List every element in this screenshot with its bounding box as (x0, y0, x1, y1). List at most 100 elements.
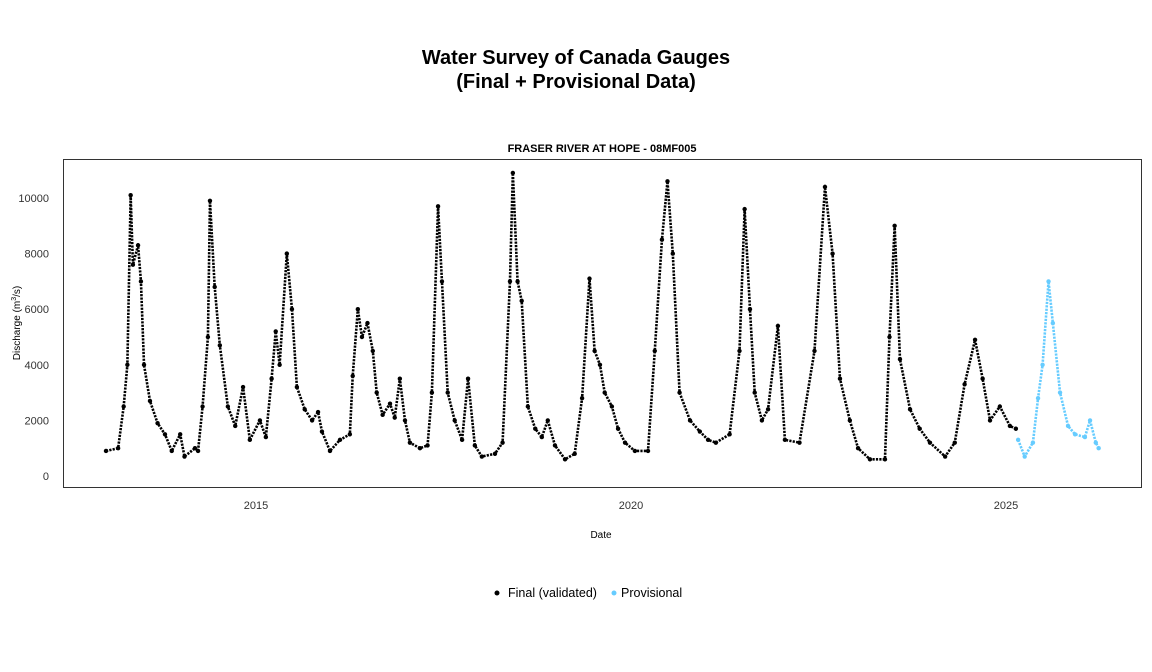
data-point (602, 390, 607, 395)
data-point (429, 390, 435, 395)
data-point (387, 401, 393, 406)
data-point (327, 448, 333, 454)
data-point (1007, 423, 1013, 429)
data-point (962, 382, 967, 387)
y-tick-label: 2000 (25, 415, 49, 427)
data-point (980, 376, 985, 381)
data-point (887, 334, 892, 340)
data-point (135, 243, 141, 248)
data-point (269, 376, 274, 381)
data-point (697, 429, 703, 434)
data-point (1065, 423, 1071, 429)
data-point (942, 454, 948, 459)
data-point (162, 432, 168, 437)
data-point (380, 412, 385, 418)
data-point (459, 437, 465, 443)
data-point (533, 426, 538, 431)
data-point (572, 451, 577, 456)
x-tick-label: 2025 (994, 500, 1018, 512)
data-point (452, 418, 457, 423)
data-point (370, 348, 376, 354)
x-tick-label: 2020 (619, 500, 643, 512)
chart-subtitle: FRASER RIVER AT HOPE - 08MF005 (508, 143, 697, 155)
data-point (677, 390, 682, 395)
data-point (927, 440, 933, 445)
data-point (597, 362, 603, 367)
legend-marker-final (494, 590, 500, 596)
data-point (752, 390, 757, 395)
data-point (545, 418, 550, 423)
data-point (1030, 440, 1036, 445)
series-trace (105, 171, 1017, 461)
data-point (797, 440, 802, 445)
data-point (207, 198, 213, 203)
data-point (822, 184, 828, 190)
data-point (359, 334, 365, 340)
data-point (812, 348, 817, 354)
data-point (609, 404, 615, 409)
data-point (759, 418, 765, 423)
data-point (407, 440, 413, 445)
data-point (350, 373, 355, 379)
data-point (492, 451, 498, 456)
data-point (402, 418, 408, 423)
data-point (315, 409, 321, 415)
data-point (1057, 390, 1063, 395)
data-point (837, 376, 843, 381)
data-point (727, 432, 732, 437)
data-point (445, 390, 450, 395)
data-point (284, 251, 290, 256)
data-point (897, 357, 903, 362)
data-point (192, 446, 198, 451)
data-point (1013, 426, 1019, 431)
data-point (1096, 446, 1101, 451)
data-point (1050, 320, 1056, 326)
data-point (435, 204, 441, 209)
data-point (782, 437, 788, 443)
data-point (439, 279, 445, 284)
data-point (397, 376, 403, 381)
data-point (289, 307, 295, 312)
data-point (519, 298, 524, 304)
data-point (775, 323, 781, 329)
data-point (1015, 437, 1021, 443)
y-tick-label: 6000 (25, 304, 49, 316)
data-point (347, 432, 353, 437)
data-point (579, 395, 585, 401)
data-point (417, 446, 423, 451)
data-point (103, 448, 109, 454)
legend-label-provisional: Provisional (621, 586, 682, 600)
data-point (747, 307, 753, 312)
data-point (665, 179, 670, 184)
data-point (130, 262, 136, 267)
data-point (365, 320, 370, 326)
data-point (195, 448, 201, 454)
data-point (562, 457, 568, 462)
data-point (847, 418, 853, 423)
data-point (125, 362, 130, 367)
data-point (507, 279, 513, 284)
data-point (309, 418, 315, 423)
data-point (622, 440, 628, 445)
plot-frame (63, 159, 1142, 488)
data-point (882, 457, 888, 462)
data-point (1035, 395, 1041, 401)
data-point (155, 420, 160, 426)
data-point (552, 443, 558, 448)
data-point (233, 423, 238, 429)
data-point (182, 454, 187, 459)
y-tick-label: 4000 (25, 360, 49, 372)
data-point (1022, 454, 1027, 459)
data-point (892, 223, 897, 228)
data-point (1072, 432, 1078, 437)
data-point (205, 334, 211, 340)
data-point (141, 362, 147, 367)
data-point (319, 429, 325, 434)
data-point (525, 404, 531, 409)
data-point (652, 348, 657, 354)
data-point (337, 437, 343, 443)
data-point (277, 362, 282, 367)
data-point (355, 307, 361, 312)
data-point (225, 404, 231, 409)
x-tick-label: 2015 (244, 500, 268, 512)
